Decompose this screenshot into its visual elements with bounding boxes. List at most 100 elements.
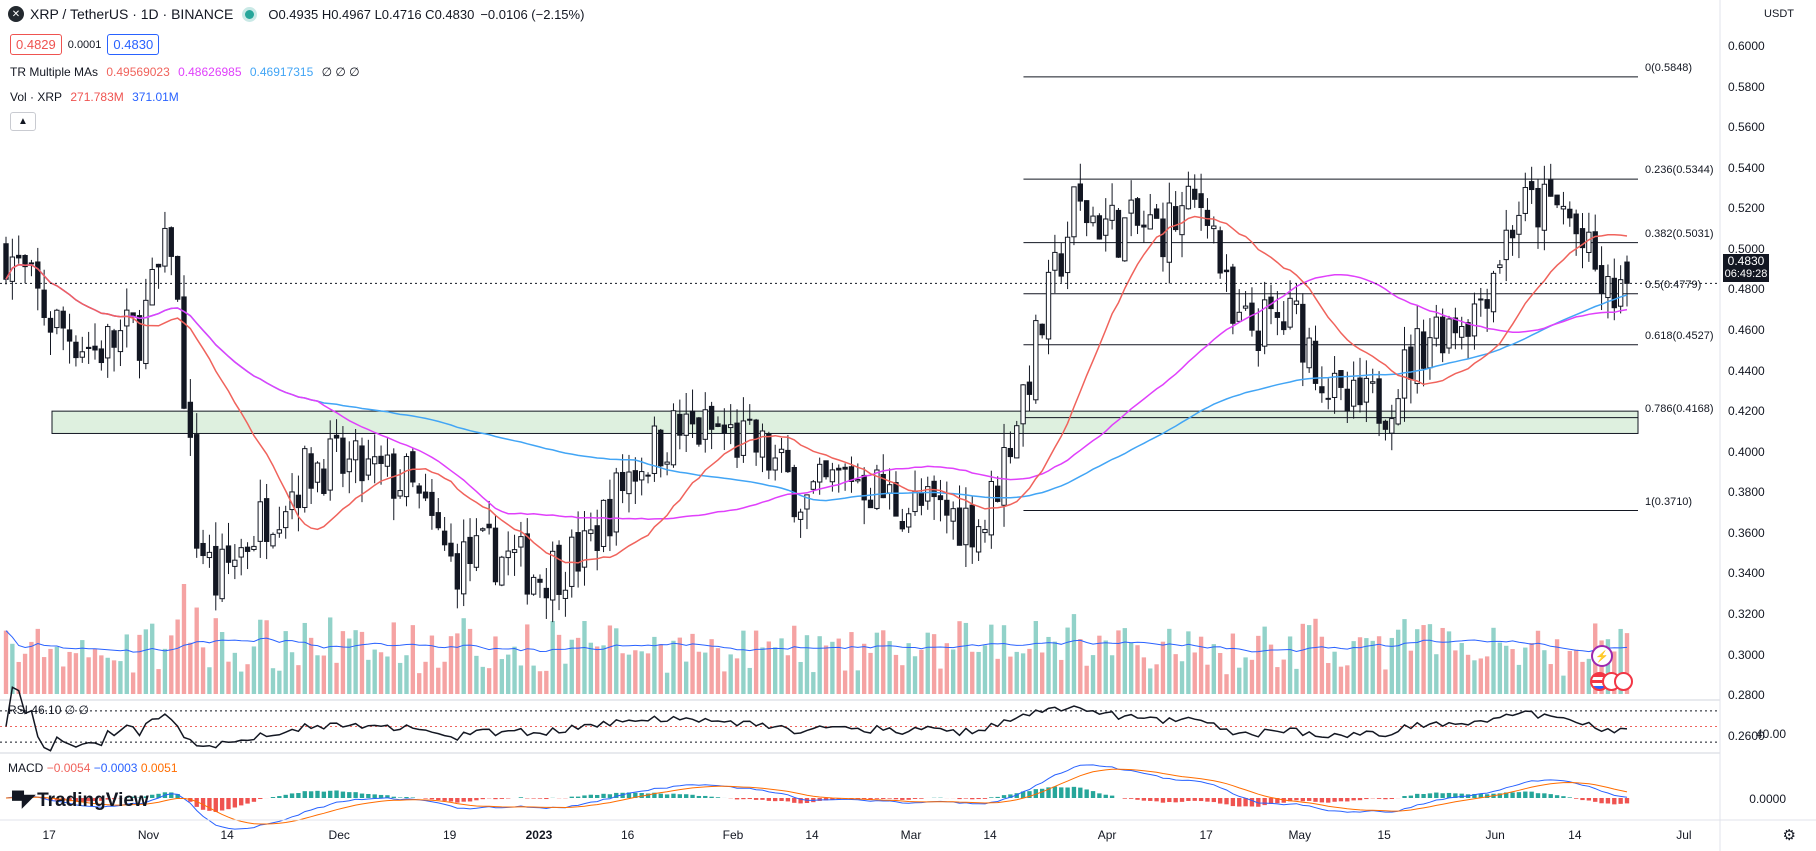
volume-bar (900, 665, 905, 694)
collapse-legend-button[interactable]: ▲ (10, 112, 36, 131)
macd-histogram-bar (1243, 798, 1248, 807)
macd-histogram-bar (1154, 798, 1159, 802)
candle-body (499, 556, 505, 586)
macd-histogram-bar (1179, 798, 1185, 802)
macd-histogram-bar (1122, 798, 1127, 799)
macd-histogram-bar (1478, 793, 1483, 798)
volume-bar (1141, 657, 1147, 694)
macd-histogram-bar (1287, 798, 1293, 802)
macd-histogram-bar (1345, 798, 1350, 802)
tradingview-logo[interactable]: ▀◤ TradingView (12, 790, 149, 812)
macd-histogram-bar (73, 798, 79, 802)
volume-bar (404, 655, 409, 694)
volume-bar (1402, 619, 1407, 694)
candle-body (556, 544, 562, 595)
ma-legend[interactable]: TR Multiple MAs 0.49569023 0.48626985 0.… (10, 65, 365, 79)
time-axis-label: 16 (620, 828, 635, 842)
candle-body (73, 341, 79, 359)
macd-histogram-bar (1459, 793, 1464, 798)
volume-bar (315, 655, 320, 694)
volume-bar (258, 619, 263, 694)
buy-price-button[interactable]: 0.4830 (107, 34, 160, 55)
volume-bar (1249, 659, 1255, 694)
macd-histogram-bar (1097, 793, 1102, 798)
volume-bar (54, 646, 60, 694)
macd-histogram-bar (48, 798, 53, 801)
macd-histogram-bar (862, 798, 867, 800)
macd-histogram-bar (302, 791, 307, 798)
macd-histogram-bar (442, 798, 447, 801)
lightning-icon[interactable]: ⚡ (1591, 645, 1613, 667)
candle-body (1516, 214, 1522, 235)
volume-bar (1084, 665, 1089, 694)
volume-bar (188, 642, 193, 694)
candle-body (905, 513, 912, 528)
event-icon[interactable] (1614, 672, 1633, 691)
xrp-logo-icon: ✕ (8, 6, 24, 22)
candle-body (1433, 316, 1439, 339)
candle-body (1045, 271, 1052, 340)
candle-body (753, 419, 759, 453)
time-axis-label: 17 (1199, 828, 1213, 842)
volume-bar (48, 648, 53, 694)
candle-body (1331, 372, 1338, 398)
symbol-title[interactable]: XRP / TetherUS · 1D · BINANCE (30, 6, 234, 22)
candle-body (677, 413, 683, 436)
candle-body (1522, 187, 1528, 214)
macd-histogram-bar (734, 798, 740, 800)
candle-body (422, 491, 429, 499)
volume-bar (397, 662, 403, 694)
macd-histogram-bar (423, 798, 428, 799)
price-axis-label: 0.4600 (1728, 323, 1765, 337)
ma2-value: 0.48626985 (178, 65, 242, 79)
macd-histogram-bar (633, 792, 638, 798)
macd-histogram-bar (703, 795, 708, 798)
volume-bar (80, 640, 85, 694)
candle-body (124, 309, 130, 327)
currency-selector[interactable]: USDT (1764, 8, 1794, 20)
volume-legend[interactable]: Vol · XRP 271.783M 371.01M (10, 90, 184, 104)
volume-bar (1306, 625, 1312, 694)
candle-body (581, 530, 588, 568)
economic-events-icons[interactable] (1590, 672, 1633, 691)
macd-histogram-bar (1453, 793, 1458, 798)
candle-body (1014, 425, 1020, 459)
volume-bar (645, 653, 651, 694)
volume-bar (1351, 641, 1356, 694)
candle-body (1287, 297, 1293, 328)
macd-histogram-bar (270, 797, 276, 798)
macd-histogram-bar (1605, 798, 1611, 804)
volume-bar (1230, 633, 1236, 694)
volume-bar (423, 661, 428, 694)
candle-body (473, 535, 480, 568)
candle-body (963, 507, 969, 546)
macd-legend[interactable]: MACD −0.0054 −0.0003 0.0051 (8, 761, 178, 775)
macd-histogram-bar (1186, 798, 1191, 801)
rsi-legend[interactable]: RSI 46.10 ∅ ∅ (8, 703, 89, 717)
macd-histogram-bar (54, 798, 60, 801)
candle-body (562, 589, 569, 599)
rsi-level-label: 40.00 (1755, 727, 1786, 741)
volume-bar (1039, 652, 1045, 694)
macd-histogram-bar (340, 791, 346, 798)
candle-body (530, 576, 537, 595)
volume-bar (1014, 651, 1019, 694)
macd-histogram-bar (219, 798, 225, 811)
fib-level-label: 0(0.5848) (1645, 61, 1693, 74)
price-axis-label: 0.4200 (1728, 404, 1765, 419)
settings-gear-icon[interactable]: ⚙ (1782, 827, 1796, 844)
rsi-title: RSI (8, 703, 29, 717)
volume-bar (3, 630, 9, 694)
volume-bar (1338, 666, 1344, 694)
candle-body (1567, 208, 1573, 219)
candle-body (918, 492, 925, 506)
macd-line (5, 764, 1628, 830)
macd-histogram-bar (308, 791, 314, 798)
time-axis-label: Mar (900, 828, 922, 842)
candle-body (1293, 300, 1300, 305)
sell-price-button[interactable]: 0.4829 (10, 34, 62, 55)
volume-bar (73, 653, 79, 694)
macd-histogram-bar (830, 798, 835, 800)
volume-bar (22, 653, 28, 694)
